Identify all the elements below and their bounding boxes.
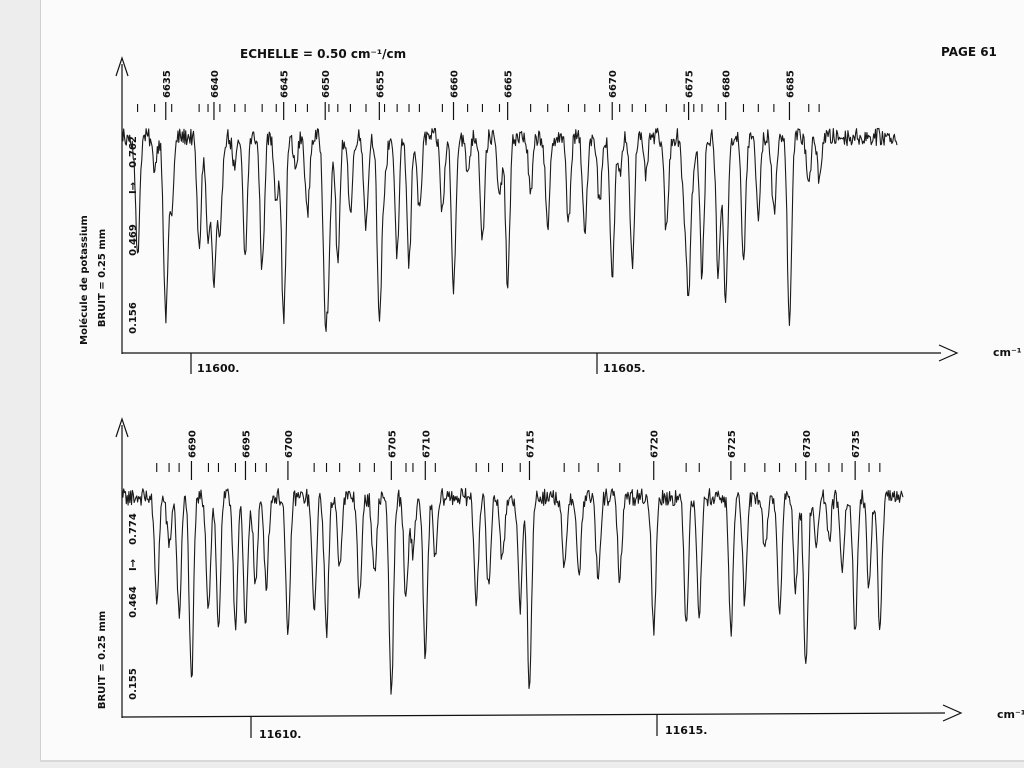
bottom-line-number-label: 6690	[187, 430, 198, 458]
top-x-tick-label: 11600.	[197, 362, 239, 375]
top-line-number-label: 6665	[504, 70, 515, 98]
bottom-x-tick-label: 11615.	[665, 724, 707, 737]
top-molecule-label: Molécule de potassium	[78, 215, 90, 345]
bottom-line-number-label: 6725	[727, 430, 738, 458]
bottom-line-markers: 6690 6695 6700 6705 6710 6715 6720 6725 6730 6735	[156, 430, 881, 480]
bottom-y-arrow	[115, 417, 129, 438]
bottom-x-arrow	[942, 704, 963, 722]
bottom-panel: 0.774 0.464 0.155 I→ BRUIT = 0.25 mm 116…	[97, 417, 1024, 741]
top-line-markers: 6635 6640 6645 6650 6655 6660 6665 6670 6675 6680…	[137, 70, 820, 120]
top-line-number-label: 6675	[685, 70, 696, 98]
bottom-line-number-label: 6730	[802, 430, 813, 458]
bottom-line-number-label: 6715	[525, 430, 536, 458]
page-number: PAGE 61	[941, 45, 997, 59]
top-spectrum-trace	[121, 127, 898, 332]
bottom-line-number-label: 6700	[284, 430, 295, 458]
top-line-number-label: 6680	[722, 70, 733, 98]
top-line-number-label: 6640	[210, 70, 221, 98]
top-x-tick-label: 11605.	[603, 362, 645, 375]
top-line-number-label: 6660	[450, 70, 461, 98]
scale-label: ECHELLE = 0.50 cm⁻¹/cm	[240, 47, 406, 61]
top-y-arrow	[115, 56, 129, 77]
bottom-y-tick-label: 0.774	[128, 513, 139, 545]
top-intensity-symbol: I→	[128, 182, 139, 194]
bottom-y-tick-label: 0.464	[128, 586, 139, 618]
top-x-arrow	[938, 344, 959, 362]
top-line-number-label: 6655	[375, 70, 386, 98]
bottom-y-tick-label: 0.155	[128, 668, 139, 700]
top-x-unit: cm⁻¹	[993, 346, 1022, 359]
bottom-noise-label: BRUIT = 0.25 mm	[97, 611, 108, 709]
bottom-x-tick-label: 11610.	[259, 728, 301, 741]
top-line-number-label: 6645	[280, 70, 291, 98]
spectrum-atlas-page: ECHELLE = 0.50 cm⁻¹/cm PAGE 61 0.762 0.4…	[40, 0, 1024, 760]
top-y-tick-label: 0.469	[128, 224, 139, 256]
bottom-x-axis	[121, 712, 946, 718]
bottom-line-number-label: 6735	[851, 430, 862, 458]
top-line-number-label: 6685	[785, 70, 796, 98]
top-y-tick-label: 0.762	[128, 136, 139, 168]
bottom-line-number-label: 6705	[387, 430, 398, 458]
top-line-number-label: 6670	[608, 70, 619, 98]
top-line-number-label: 6650	[321, 70, 332, 98]
top-y-tick-label: 0.156	[128, 302, 139, 334]
top-panel: 0.762 0.469 0.156 I→ Molécule de potassi…	[78, 56, 1022, 375]
bottom-x-unit: cm⁻¹	[997, 708, 1024, 721]
bottom-spectrum-trace	[121, 487, 904, 695]
bottom-intensity-symbol: I→	[128, 559, 139, 571]
bottom-line-number-label: 6695	[241, 430, 252, 458]
bottom-line-number-label: 6720	[650, 430, 661, 458]
top-line-number-label: 6635	[162, 70, 173, 98]
spectrum-figure: ECHELLE = 0.50 cm⁻¹/cm PAGE 61 0.762 0.4…	[78, 45, 1024, 741]
bottom-line-number-label: 6710	[421, 430, 432, 458]
top-noise-label: BRUIT = 0.25 mm	[97, 229, 108, 327]
